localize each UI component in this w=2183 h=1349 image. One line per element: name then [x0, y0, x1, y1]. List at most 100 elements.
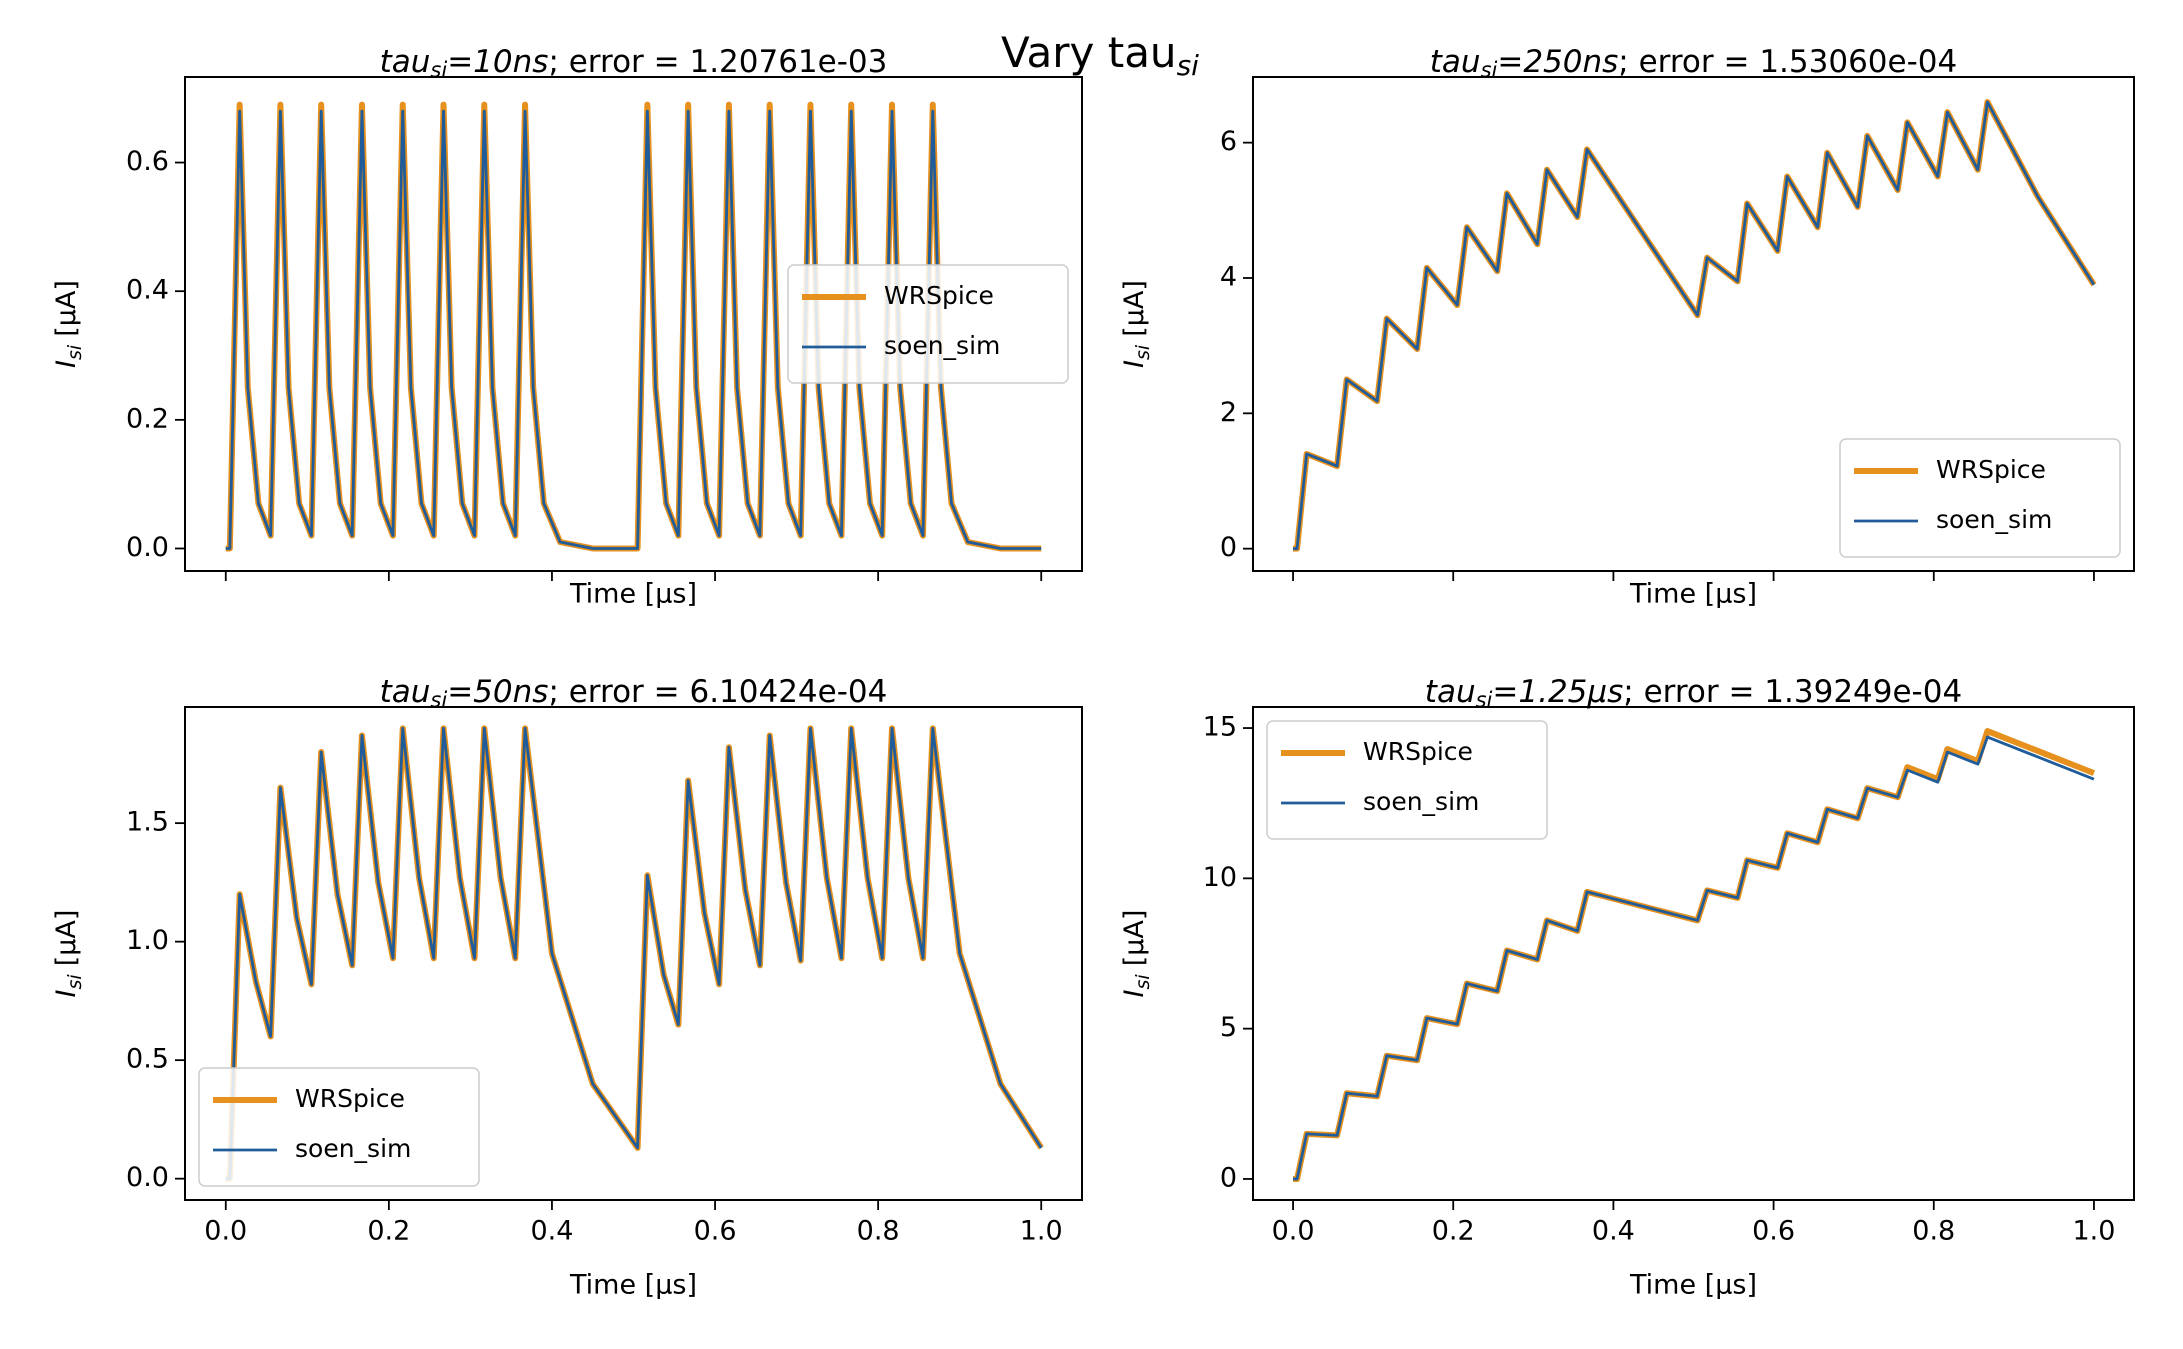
y-tick-label: 0.4: [126, 275, 169, 306]
x-tick-label: 1.0: [1020, 1216, 1063, 1247]
y-tick-label: 5: [1220, 1012, 1237, 1043]
y-axis-label: Isi [μA]: [1119, 280, 1154, 368]
x-tick-label: 0.8: [857, 1216, 900, 1247]
axes-frame: [184, 76, 1083, 572]
subplot-title: tausi=1.25μs; error = 1.39249e-04: [1425, 674, 1962, 713]
y-tick-label: 2: [1220, 397, 1237, 428]
ylabel-unit: [μA]: [1119, 280, 1150, 337]
title-symbol: tau: [380, 674, 431, 710]
axes-frame: [1252, 706, 2135, 1201]
axes-frame: [1252, 76, 2135, 572]
y-axis-label: Isi [μA]: [51, 280, 86, 368]
legend-label: WRSpice: [295, 1084, 405, 1113]
ylabel-unit: [μA]: [51, 910, 82, 967]
x-tick-label: 1.0: [2072, 1216, 2115, 1247]
legend: WRSpice soen_sim: [787, 264, 1069, 384]
subplot: 0.0 0.2 0.4 0.6 0.8 1.00.00.51.01.5tausi=50ns…: [51, 674, 1083, 1301]
x-tick-label: 0.2: [1432, 1216, 1475, 1247]
legend: WRSpice soen_sim: [1266, 720, 1548, 840]
legend-label: WRSpice: [1936, 455, 2046, 484]
y-tick-label: 0.0: [126, 532, 169, 563]
legend-label: WRSpice: [884, 281, 994, 310]
ylabel-symbol: I: [51, 360, 82, 368]
y-tick-label: 6: [1220, 126, 1237, 157]
series-line: [225, 726, 1043, 1181]
ylabel-unit: [μA]: [1119, 910, 1150, 967]
y-axis-label: Isi [μA]: [1119, 910, 1154, 998]
title-sub: si: [1177, 49, 1200, 82]
y-tick-label: 0: [1220, 532, 1237, 563]
legend: WRSpice soen_sim: [198, 1067, 480, 1187]
y-tick-label: 0.2: [126, 403, 169, 434]
legend-label: soen_sim: [884, 331, 1000, 360]
ylabel-sub: si: [1132, 344, 1154, 360]
series-line: [225, 109, 1042, 550]
x-tick-label: 0.2: [367, 1216, 410, 1247]
ylabel-sub: si: [1132, 974, 1154, 990]
y-tick-label: 0.0: [126, 1162, 169, 1193]
title-rest: ; error = 1.20761e-03: [548, 44, 887, 80]
title-rest: ; error = 1.53060e-04: [1618, 44, 1957, 80]
title-value: =10ns: [447, 44, 548, 80]
series-line: [1293, 735, 2095, 1181]
x-tick-label: 0.0: [204, 1216, 247, 1247]
legend-label: WRSpice: [1363, 737, 1473, 766]
legend-label: soen_sim: [1363, 787, 1479, 816]
title-symbol: tau: [380, 44, 431, 80]
ylabel-sub: si: [64, 344, 86, 360]
legend-label: soen_sim: [1936, 505, 2052, 534]
axes-frame: [184, 706, 1083, 1201]
y-tick-label: 0.6: [126, 146, 169, 177]
x-tick-label: 0.8: [1912, 1216, 1955, 1247]
legend: WRSpice soen_sim: [1839, 438, 2121, 558]
title-symbol: tau: [1430, 44, 1481, 80]
y-tick-label: 0: [1220, 1162, 1237, 1193]
title-sub: si: [430, 688, 447, 712]
plot-area: [225, 101, 1042, 552]
title-sub: si: [1476, 688, 1493, 712]
y-tick-label: 10: [1203, 862, 1237, 893]
legend-label: soen_sim: [295, 1134, 411, 1163]
figure-title: Vary tausi: [1001, 28, 1199, 83]
y-tick-label: 1.5: [126, 807, 169, 838]
title-text: Vary tau: [1001, 28, 1177, 77]
y-tick-label: 0.5: [126, 1044, 169, 1075]
title-sub: si: [430, 58, 447, 82]
title-symbol: tau: [1425, 674, 1476, 710]
ylabel-symbol: I: [1119, 360, 1150, 368]
x-axis-label: Time [μs]: [569, 579, 697, 610]
title-value: =1.25μs: [1492, 674, 1623, 710]
y-axis-label: Isi [μA]: [51, 910, 86, 998]
x-axis-label: Time [μs]: [569, 1270, 697, 1301]
title-rest: ; error = 1.39249e-04: [1623, 674, 1962, 710]
x-tick-label: 0.0: [1272, 1216, 1315, 1247]
y-tick-label: 15: [1203, 712, 1237, 743]
subplot-title: tausi=250ns; error = 1.53060e-04: [1430, 44, 1957, 83]
y-tick-label: 4: [1220, 261, 1237, 292]
subplot-title: tausi=10ns; error = 1.20761e-03: [380, 44, 888, 83]
x-tick-label: 0.4: [530, 1216, 573, 1247]
ylabel-sub: si: [64, 974, 86, 990]
subplot-title: tausi=50ns; error = 6.10424e-04: [380, 674, 888, 713]
ylabel-symbol: I: [51, 989, 82, 997]
x-axis-label: Time [μs]: [1629, 1270, 1757, 1301]
series-line: [1293, 100, 2096, 551]
title-sub: si: [1481, 58, 1498, 82]
plot-area: [1293, 99, 2097, 552]
plot-area: [225, 725, 1044, 1182]
ylabel-unit: [μA]: [51, 280, 82, 337]
title-value: =50ns: [447, 674, 548, 710]
x-tick-label: 0.4: [1592, 1216, 1635, 1247]
ylabel-symbol: I: [1119, 989, 1150, 997]
title-rest: ; error = 6.10424e-04: [548, 674, 887, 710]
x-tick-label: 0.6: [694, 1216, 737, 1247]
y-tick-label: 1.0: [126, 925, 169, 956]
x-tick-label: 0.6: [1752, 1216, 1795, 1247]
title-value: =250ns: [1497, 44, 1618, 80]
x-axis-label: Time [μs]: [1629, 579, 1757, 610]
plot-area: [1293, 728, 2096, 1182]
